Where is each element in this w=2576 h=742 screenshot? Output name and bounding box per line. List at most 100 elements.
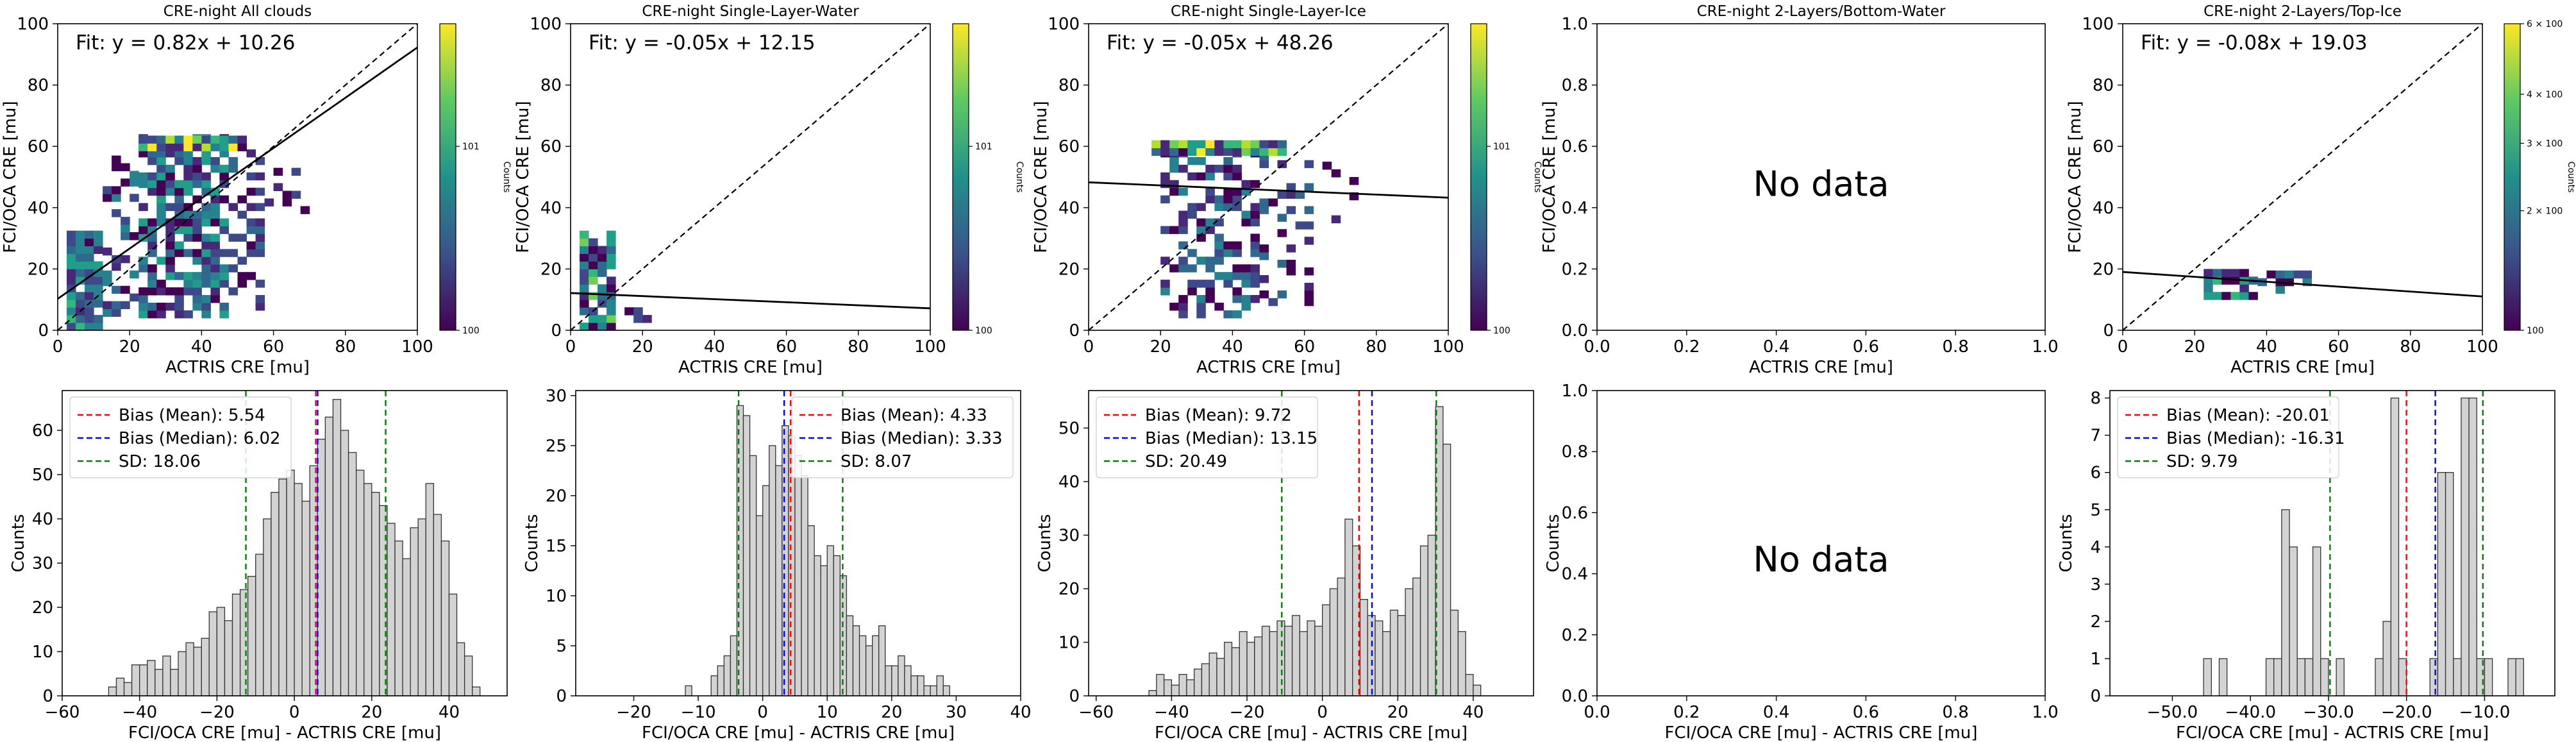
heatmap-cell (147, 302, 157, 311)
heatmap-cell (1232, 187, 1242, 196)
heatmap-cell (237, 135, 247, 144)
heatmap-cell (2248, 292, 2258, 300)
heatmap-cell (589, 238, 598, 247)
heatmap-cell (1214, 257, 1224, 265)
histogram-bar (155, 668, 163, 696)
histogram-bar (1359, 599, 1368, 696)
heatmap-cell (201, 218, 211, 226)
histogram-bar (2273, 658, 2282, 696)
heatmap-cell (1160, 226, 1170, 234)
histogram-bar (1291, 615, 1301, 696)
heatmap-cell (2293, 270, 2303, 279)
heatmap-cell (1214, 272, 1224, 280)
legend-label: SD: 9.79 (2166, 452, 2237, 471)
heatmap-cell (94, 323, 103, 330)
heatmap-cell (1277, 140, 1287, 149)
y-axis-label: Counts (1035, 514, 1055, 573)
x-tick-label: 40 (1222, 337, 1243, 357)
histogram-bar (410, 527, 419, 696)
colorbar (952, 23, 969, 331)
histogram-panel-4: No data 0.0 0.2 0.4 0.6 0.8 1.0 0.0 0.2 0.4 0.6 0.8… (1544, 382, 2059, 742)
heatmap-cell (1232, 272, 1242, 280)
heatmap-cell (1205, 195, 1215, 204)
heatmap-cell (1223, 187, 1233, 196)
heatmap-cell (580, 230, 589, 239)
heatmap-cell (219, 172, 229, 181)
heatmap-cell (246, 272, 256, 280)
heatmap-cell (174, 187, 184, 196)
heatmap-cell (219, 272, 229, 280)
heatmap-cell (589, 246, 598, 254)
heatmap-cell (156, 187, 166, 196)
histogram-bar (387, 523, 396, 696)
heatmap-cell (183, 135, 193, 144)
histogram-bar (201, 637, 210, 696)
heatmap-cell (2302, 270, 2313, 279)
heatmap-cell (1196, 280, 1206, 288)
heatmap-cell (192, 195, 202, 204)
histogram-bar (472, 686, 481, 696)
heatmap-cell (1232, 249, 1242, 257)
heatmap-cell (67, 307, 76, 316)
heatmap-cell (165, 241, 175, 249)
heatmap-cell (174, 249, 184, 257)
heatmap-cell (606, 284, 616, 292)
heatmap-cell (201, 272, 211, 280)
histogram-bar (1163, 679, 1173, 696)
heatmap-cell (76, 323, 85, 330)
heatmap-cell (1268, 148, 1278, 156)
heatmap-cell (1187, 280, 1197, 288)
heatmap-cell (1250, 280, 1260, 288)
heatmap-cell (1304, 206, 1314, 214)
heatmap-cell (1214, 249, 1224, 257)
histogram-bar (417, 518, 426, 696)
heatmap-cell (1250, 210, 1260, 219)
heatmap-cell (219, 218, 229, 226)
x-tick-label: 0 (1317, 703, 1328, 722)
y-tick-label: 8 (2090, 389, 2101, 409)
heatmap-cell (210, 156, 220, 165)
heatmap-cell (1304, 282, 1314, 291)
heatmap-cell (147, 180, 157, 189)
histogram-panel-3: Bias (Mean): 9.72 Bias (Median): 13.15 SD:… (1035, 390, 1534, 742)
y-axis-label: Counts (523, 514, 542, 573)
heatmap-cell (1250, 241, 1260, 249)
x-tick-label: −30.0 (2303, 703, 2354, 722)
heatmap-cell (1178, 148, 1188, 156)
y-tick-label: 25 (546, 437, 567, 456)
heatmap-cell (1214, 164, 1224, 173)
histogram-bar (1329, 588, 1338, 696)
histogram-bar (1412, 577, 1421, 696)
x-tick-label: 80 (2400, 337, 2421, 357)
heatmap-cell (192, 249, 202, 257)
heatmap-cell (2239, 292, 2249, 300)
y-tick-label: 0 (551, 321, 562, 341)
heatmap-cell (255, 233, 265, 242)
heatmap-cell (183, 172, 193, 181)
heatmap-cell (1223, 249, 1233, 257)
heatmap-cell (130, 293, 139, 302)
x-tick-label: 80 (1366, 337, 1387, 357)
x-tick-label: 0.2 (1673, 703, 1700, 722)
heatmap-cell (589, 261, 598, 269)
heatmap-cell (165, 164, 175, 173)
heatmap-cell (138, 172, 148, 181)
heatmap-cell (219, 226, 229, 234)
heatmap-panel-1: Fit: y = 0.82x + 10.26 100 101 Counts CRE-ni… (1, 3, 512, 377)
y-tick-label: 1.0 (1562, 382, 1588, 401)
x-tick-label: 40 (704, 337, 725, 357)
heatmap-cell (183, 149, 193, 158)
histogram-bar (1419, 545, 1428, 696)
heatmap-cell (210, 287, 220, 296)
heatmap-cell (165, 203, 175, 212)
heatmap-cell (201, 149, 211, 158)
heatmap-cell (130, 194, 139, 202)
y-axis-label: FCI/OCA CRE [mu] (514, 101, 533, 253)
heatmap-cell (1214, 302, 1224, 311)
heatmap-cell (147, 280, 157, 288)
heatmap-cell (1286, 267, 1296, 276)
fit-line (58, 46, 417, 300)
heatmap-cell (1232, 241, 1242, 249)
heatmap-cell (237, 195, 247, 204)
histogram-bar (178, 651, 187, 696)
